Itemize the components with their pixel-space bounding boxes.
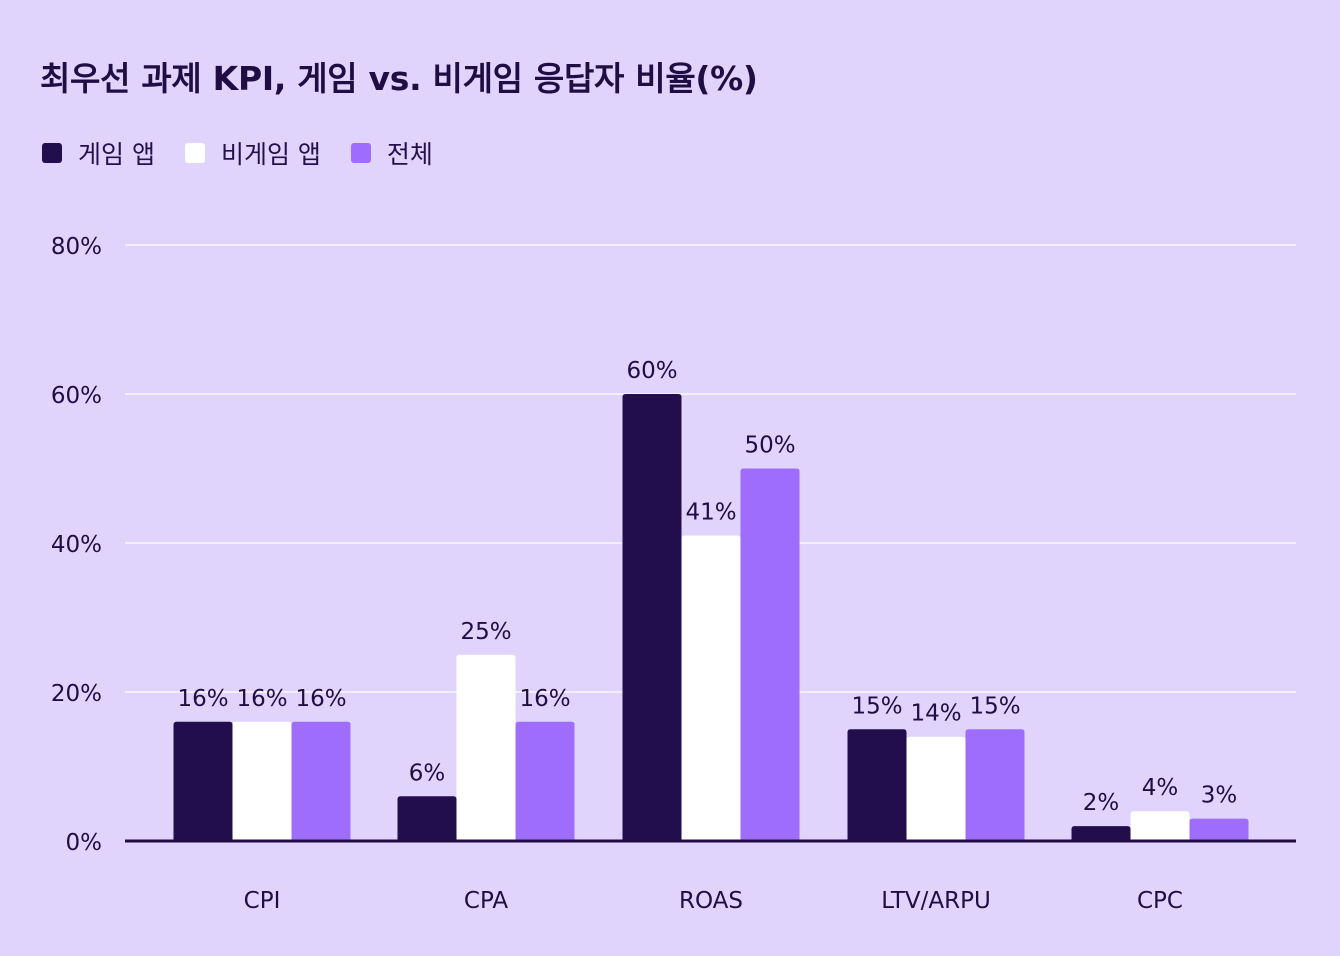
legend-swatch-nongame	[184, 143, 205, 163]
data-label: 3%	[1201, 783, 1238, 809]
bar-ltv-arpu-series-0	[847, 729, 907, 841]
x-tick-label: CPA	[464, 888, 508, 914]
legend-item-game: 게임 앱	[42, 135, 155, 171]
bar-ltv-arpu-series-2	[965, 729, 1025, 841]
bar-cpc-series-0	[1071, 826, 1131, 841]
legend-swatch-total	[350, 143, 371, 163]
legend-item-total: 전체	[350, 135, 433, 171]
legend-label-total: 전체	[386, 140, 433, 169]
legend-item-nongame: 비게임 앱	[184, 135, 321, 171]
chart-title: 최우선 과제 KPI, 게임 vs. 비게임 응답자 비율(%)	[40, 59, 758, 98]
x-tick-label: CPI	[244, 888, 281, 914]
data-label: 2%	[1083, 790, 1120, 816]
x-tick-label: CPC	[1137, 888, 1183, 914]
bar-cpa-series-1	[456, 654, 516, 841]
chart-legend: 게임 앱 비게임 앱 전체	[42, 135, 433, 171]
data-label: 16%	[177, 686, 228, 712]
y-tick-label: 0%	[66, 830, 103, 856]
data-label: 14%	[910, 701, 961, 727]
bar-cpa-series-0	[397, 796, 457, 841]
bar-cpc-series-2	[1189, 818, 1249, 841]
bar-cpi-series-0	[173, 721, 233, 841]
legend-label-nongame: 비게임 앱	[220, 140, 321, 169]
x-tick-label: ROAS	[679, 888, 743, 914]
data-label: 15%	[969, 693, 1020, 719]
y-tick-label: 60%	[51, 383, 102, 409]
data-label: 25%	[460, 619, 511, 645]
x-tick-label: LTV/ARPU	[881, 888, 991, 914]
data-label: 16%	[236, 686, 287, 712]
data-label: 6%	[409, 760, 446, 786]
bar-cpa-series-2	[515, 721, 575, 841]
data-label: 4%	[1142, 775, 1179, 801]
bar-roas-series-2	[740, 468, 800, 841]
data-label: 50%	[744, 433, 795, 459]
data-label: 60%	[626, 358, 677, 384]
data-label: 15%	[851, 693, 902, 719]
bar-ltv-arpu-series-1	[906, 736, 966, 841]
legend-swatch-game	[42, 143, 62, 163]
y-tick-label: 80%	[51, 234, 102, 260]
bar-cpi-series-1	[232, 721, 292, 841]
bar-cpi-series-2	[291, 721, 351, 841]
y-tick-label: 40%	[51, 532, 102, 558]
data-label: 41%	[685, 500, 736, 526]
bar-cpc-series-1	[1130, 811, 1190, 841]
y-tick-label: 20%	[51, 681, 102, 707]
bar-roas-series-1	[681, 535, 741, 841]
legend-label-game: 게임 앱	[78, 140, 155, 169]
data-label: 16%	[295, 686, 346, 712]
bar-roas-series-0	[622, 394, 682, 841]
data-label: 16%	[519, 686, 570, 712]
